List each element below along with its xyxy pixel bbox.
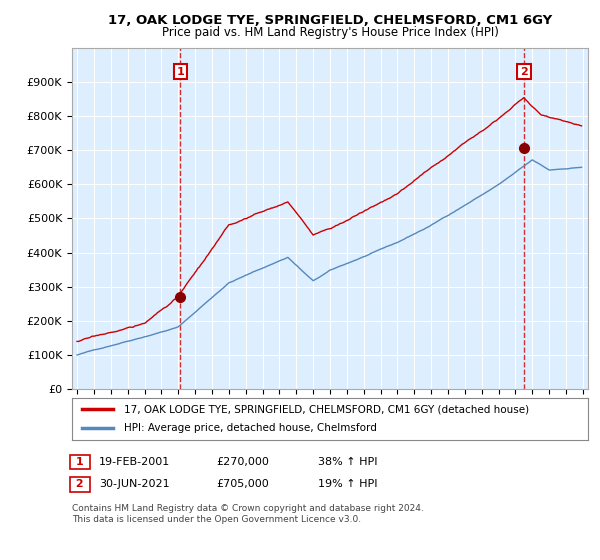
Text: 1: 1 (72, 457, 88, 467)
Text: £270,000: £270,000 (216, 457, 269, 467)
Text: 17, OAK LODGE TYE, SPRINGFIELD, CHELMSFORD, CM1 6GY: 17, OAK LODGE TYE, SPRINGFIELD, CHELMSFO… (108, 14, 552, 27)
Text: 17, OAK LODGE TYE, SPRINGFIELD, CHELMSFORD, CM1 6GY (detached house): 17, OAK LODGE TYE, SPRINGFIELD, CHELMSFO… (124, 404, 529, 414)
Text: 19% ↑ HPI: 19% ↑ HPI (318, 479, 377, 489)
Text: 2: 2 (72, 479, 88, 489)
Text: Contains HM Land Registry data © Crown copyright and database right 2024.: Contains HM Land Registry data © Crown c… (72, 504, 424, 513)
Text: This data is licensed under the Open Government Licence v3.0.: This data is licensed under the Open Gov… (72, 515, 361, 524)
Text: £705,000: £705,000 (216, 479, 269, 489)
Text: 19-FEB-2001: 19-FEB-2001 (99, 457, 170, 467)
Text: 2: 2 (520, 67, 528, 77)
Text: 1: 1 (176, 67, 184, 77)
Text: 38% ↑ HPI: 38% ↑ HPI (318, 457, 377, 467)
Text: 30-JUN-2021: 30-JUN-2021 (99, 479, 170, 489)
Text: Price paid vs. HM Land Registry's House Price Index (HPI): Price paid vs. HM Land Registry's House … (161, 26, 499, 39)
Text: HPI: Average price, detached house, Chelmsford: HPI: Average price, detached house, Chel… (124, 423, 376, 433)
